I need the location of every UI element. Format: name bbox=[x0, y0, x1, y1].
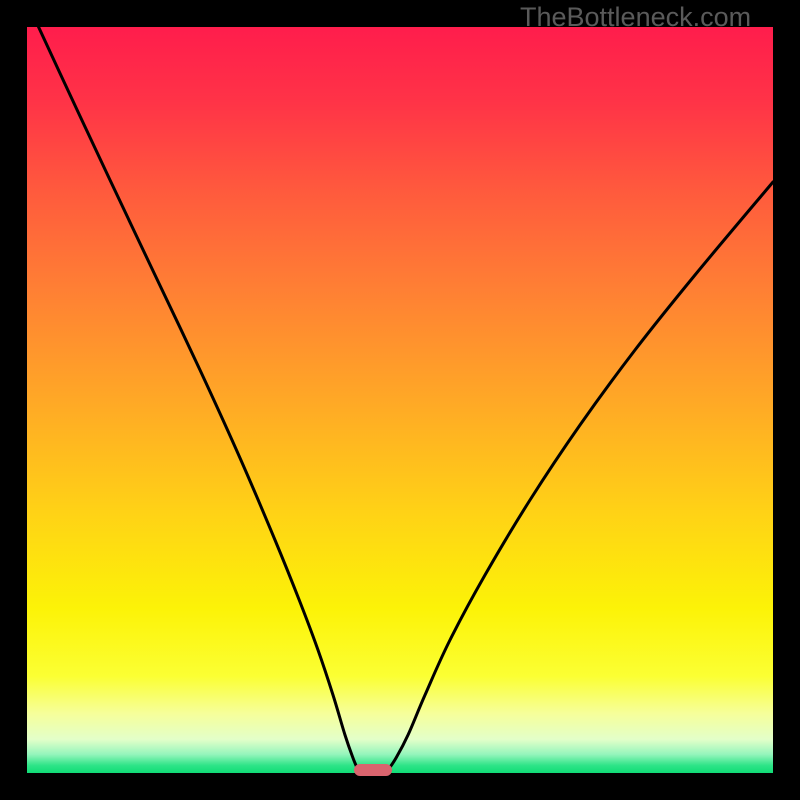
bottleneck-marker bbox=[354, 764, 392, 776]
plot-area bbox=[27, 27, 773, 773]
chart-container: TheBottleneck.com bbox=[0, 0, 800, 800]
curve-path bbox=[27, 2, 358, 770]
curves-layer bbox=[0, 0, 800, 800]
curve-path bbox=[388, 182, 773, 770]
watermark-text: TheBottleneck.com bbox=[520, 2, 751, 33]
